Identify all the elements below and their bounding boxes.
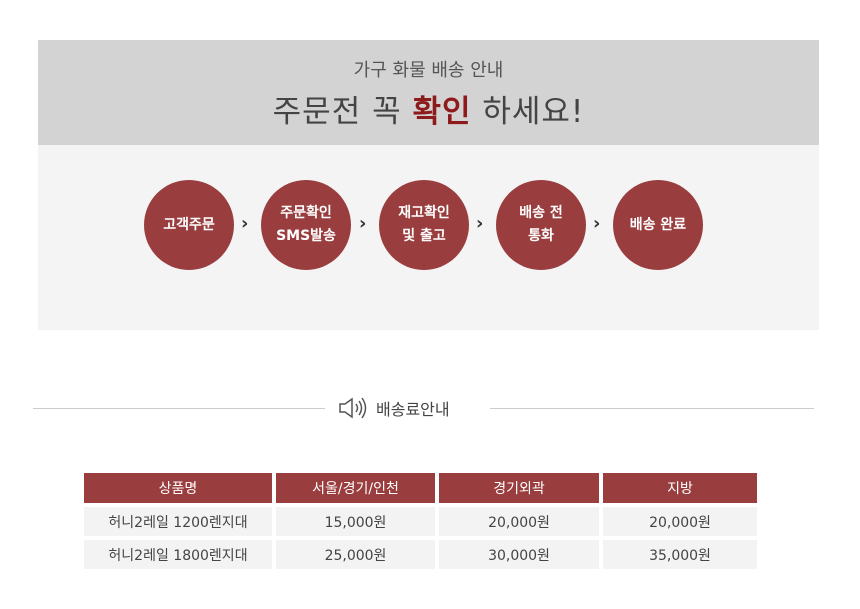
step-2: 주문확인 SMS발송 (261, 180, 351, 270)
cell: 20,000원 (603, 507, 757, 536)
step-3: 재고확인 및 출고 (379, 180, 469, 270)
arrow-icon: › (593, 213, 601, 234)
shipping-fee-table: 상품명 서울/경기/인천 경기외곽 지방 허니2레일 1200렌지대 15,00… (80, 469, 761, 573)
col-header: 지방 (603, 473, 757, 503)
cell: 15,000원 (276, 507, 435, 536)
section-title: 배송료안내 (376, 400, 450, 419)
banner-subtitle: 가구 화물 배송 안내 (353, 60, 504, 81)
banner-title: 주문전 꼭 확인 하세요! (38, 86, 819, 131)
arrow-icon: › (476, 213, 484, 234)
table-row: 허니2레일 1200렌지대 15,000원 20,000원 20,000원 (84, 507, 757, 536)
title-highlight: 확인 (412, 94, 472, 130)
col-header: 경기외곽 (439, 473, 599, 503)
cell: 허니2레일 1800렌지대 (84, 540, 272, 569)
table-row: 허니2레일 1800렌지대 25,000원 30,000원 35,000원 (84, 540, 757, 569)
arrow-icon: › (241, 213, 249, 234)
speaker-icon (339, 397, 367, 419)
banner-header: 가구 화물 배송 안내 주문전 꼭 확인 하세요! (38, 40, 819, 145)
process-steps: 고객주문 › 주문확인 SMS발송 › 재고확인 및 출고 › 배송 전 통화 … (38, 145, 819, 330)
divider-right (490, 408, 814, 409)
col-header: 서울/경기/인천 (276, 473, 435, 503)
cell: 35,000원 (603, 540, 757, 569)
cell: 30,000원 (439, 540, 599, 569)
cell: 25,000원 (276, 540, 435, 569)
title-text: 주문전 꼭 (272, 94, 413, 130)
table-header-row: 상품명 서울/경기/인천 경기외곽 지방 (84, 473, 757, 503)
arrow-icon: › (359, 213, 367, 234)
col-header: 상품명 (84, 473, 272, 503)
section-heading: 배송료안내 (338, 396, 450, 420)
divider-left (33, 408, 325, 409)
step-4: 배송 전 통화 (496, 180, 586, 270)
title-text-end: 하세요! (471, 94, 585, 130)
cell: 20,000원 (439, 507, 599, 536)
step-1: 고객주문 (144, 180, 234, 270)
cell: 허니2레일 1200렌지대 (84, 507, 272, 536)
step-5: 배송 완료 (613, 180, 703, 270)
